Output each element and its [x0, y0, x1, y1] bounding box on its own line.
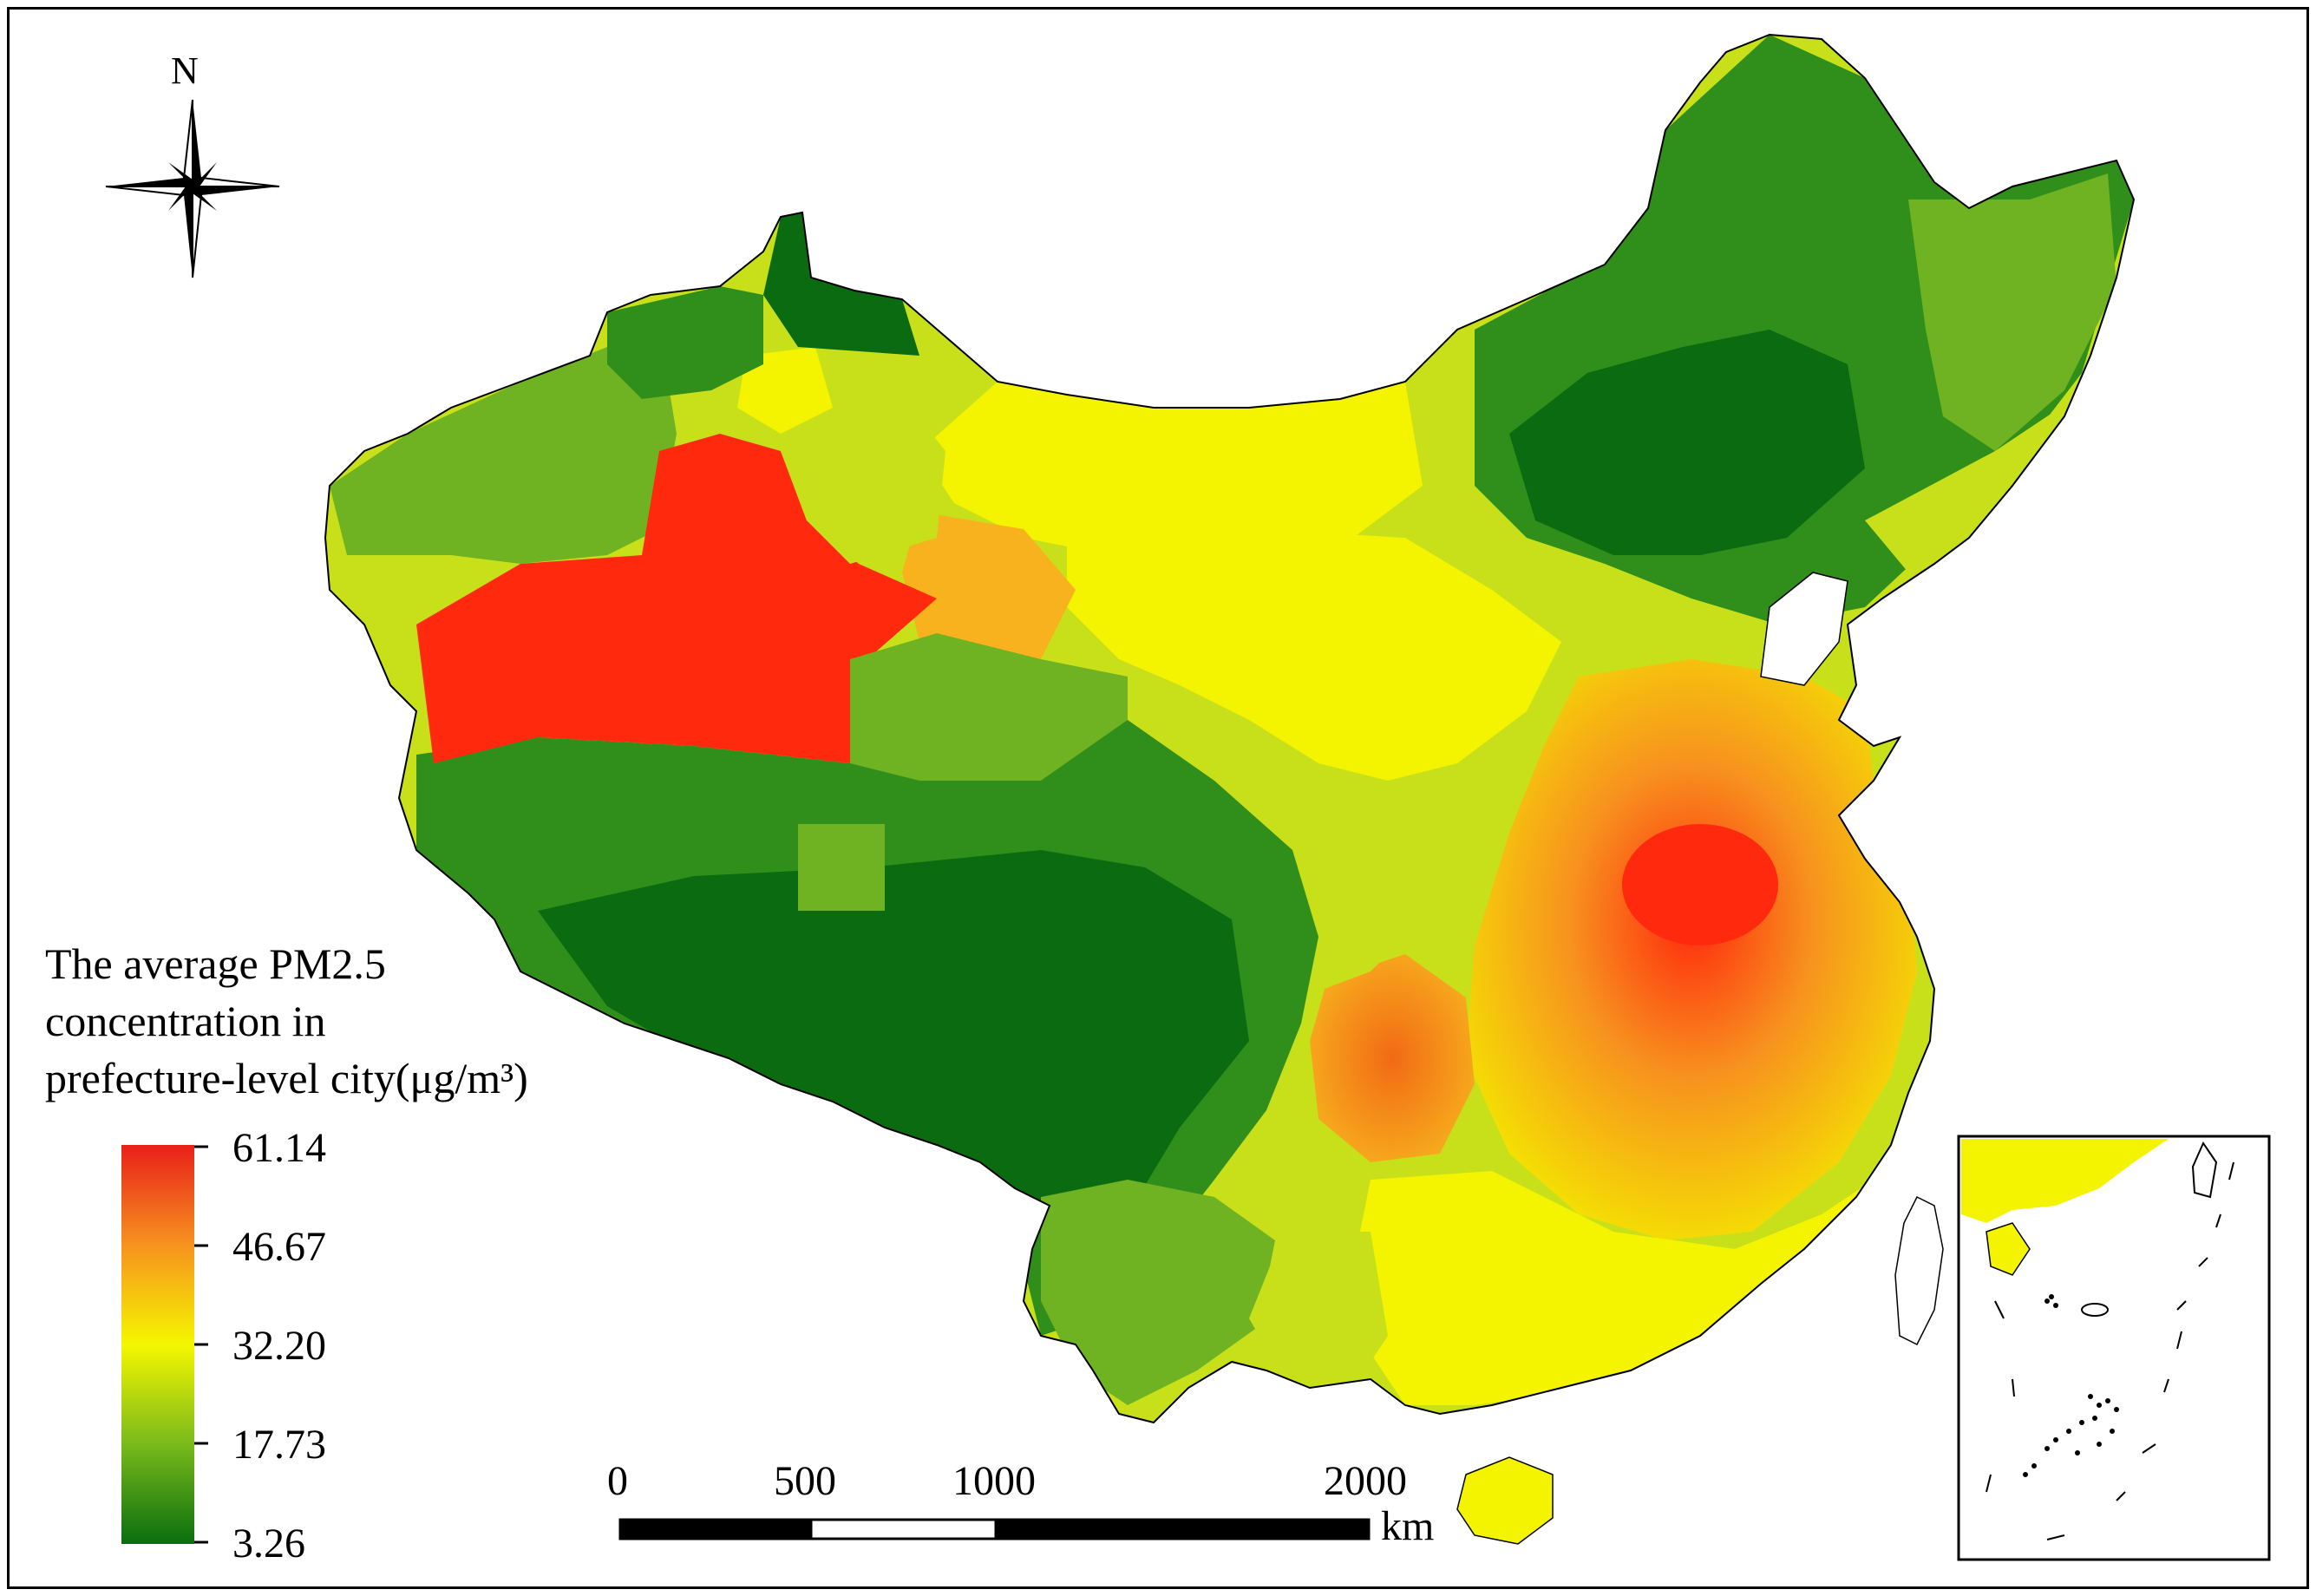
inset-taiwan [2191, 1141, 2218, 1199]
region-sichuan-basin [1310, 954, 1475, 1162]
legend-color-bar [121, 1145, 194, 1544]
hainan-island [1456, 1456, 1554, 1545]
region-tacheng [607, 286, 763, 399]
region-yunnan [1041, 1180, 1275, 1405]
legend-tick-high: 46.67 [232, 1224, 326, 1270]
legend-tick-min: 3.26 [232, 1521, 305, 1567]
region-heilongjiang-east [1908, 173, 2116, 451]
scale-label-1000: 1000 [952, 1458, 1036, 1504]
region-henan-peak [1622, 824, 1778, 945]
scale-label-2000: 2000 [1324, 1458, 1407, 1504]
compass-rose-icon [105, 99, 280, 278]
south-china-sea-inset [1957, 1135, 2271, 1561]
region-inner-mongolia-west [919, 382, 1423, 555]
scale-bar [618, 1518, 1371, 1540]
scale-label-0: 0 [607, 1458, 628, 1504]
region-north-china [1067, 520, 1561, 781]
region-xinjiang-west [330, 330, 677, 564]
region-inner-mongolia-east [1509, 330, 1865, 555]
inset-hainan [1986, 1222, 2031, 1276]
region-altay [763, 213, 919, 356]
inset-islands [2023, 1294, 2119, 1477]
region-south-china [1353, 1171, 1874, 1405]
region-qinghai-patch [798, 824, 885, 911]
region-liaoning [1865, 399, 2073, 572]
legend-tick-max: 61.14 [232, 1125, 326, 1171]
taiwan-island [1894, 1195, 1944, 1346]
scale-unit: km [1381, 1503, 1435, 1549]
inset-mainland [1961, 1139, 2169, 1223]
legend-tick-mid: 32.20 [232, 1323, 326, 1369]
region-xinjiang-south [416, 434, 937, 763]
region-haixi [850, 633, 1128, 781]
map-frame [7, 7, 2309, 1589]
legend-tick-low: 17.73 [232, 1422, 326, 1468]
region-tibet-core [538, 850, 1249, 1232]
bohai-sea [1760, 572, 1848, 686]
legend-title-line-2: concentration in [45, 997, 326, 1045]
north-label: N [171, 49, 199, 92]
scale-label-500: 500 [774, 1458, 836, 1504]
legend-title-line-1: The average PM2.5 [45, 939, 386, 988]
legend-title-line-3: prefecture-level city(μg/m³) [45, 1054, 528, 1102]
region-guangxi [1249, 1232, 1388, 1388]
legend-tick-marks [194, 1145, 208, 1544]
region-urumqi [737, 347, 833, 434]
region-east-hotspot [1466, 659, 1917, 1240]
